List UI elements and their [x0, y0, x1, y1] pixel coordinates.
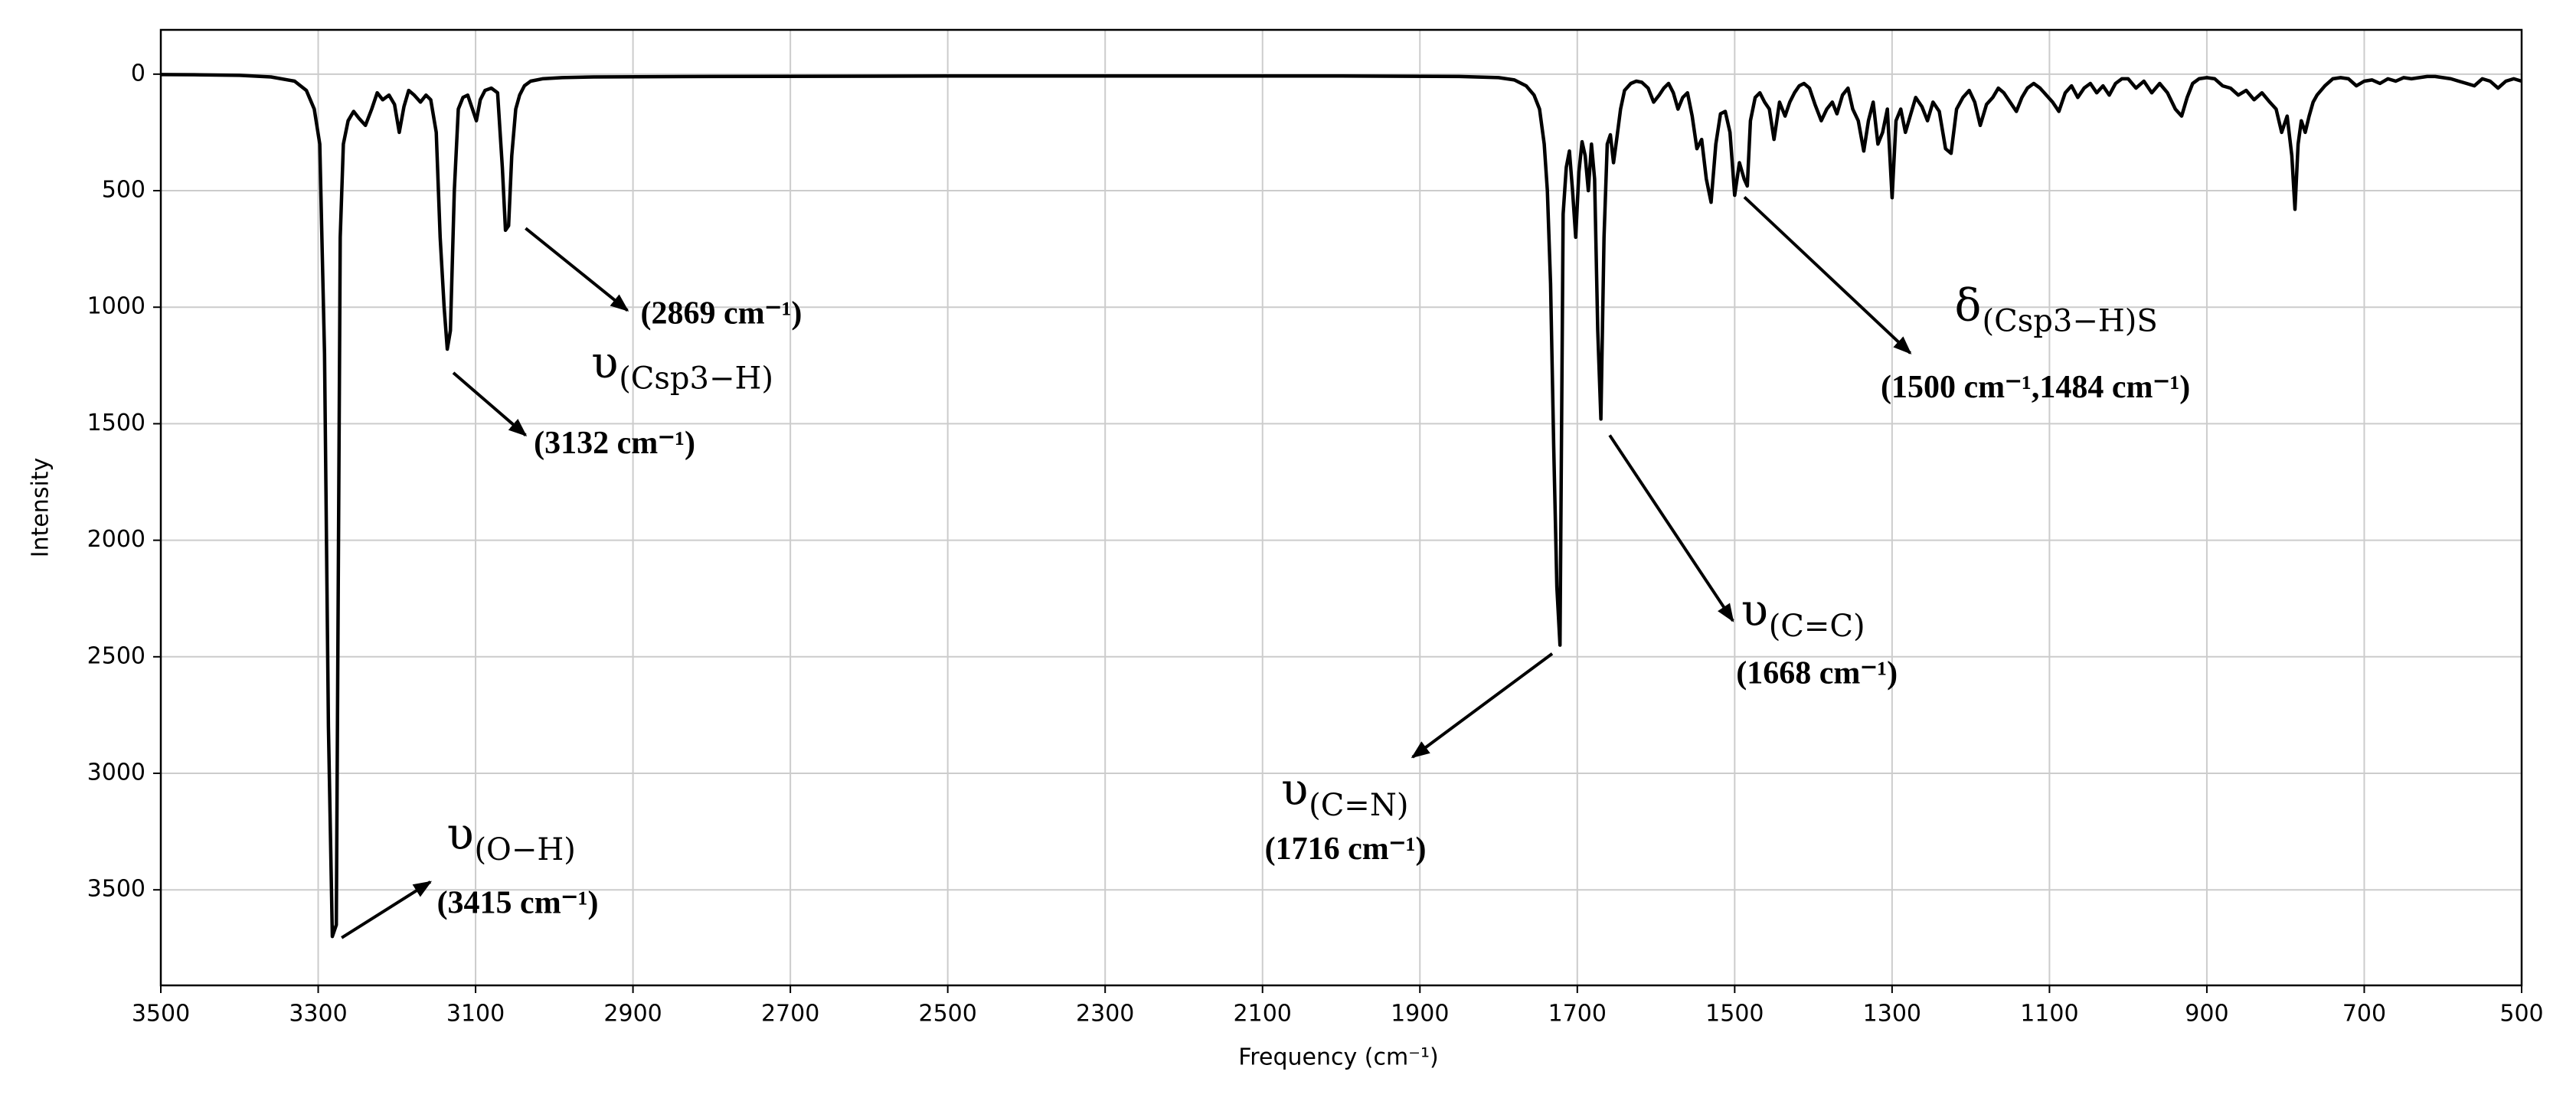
x-tick-label: 1300: [1863, 1001, 1921, 1027]
annotation-symbol: υ: [446, 808, 473, 860]
y-tick-label: 1500: [87, 410, 145, 436]
annotation-label: (2869 cm⁻¹): [641, 296, 803, 332]
annotation-label: (1716 cm⁻¹): [1265, 831, 1427, 867]
annotation-arrow: [525, 227, 629, 312]
annotation-label: (3132 cm⁻¹): [534, 426, 695, 461]
y-tick-label: 1000: [87, 293, 145, 320]
x-tick-label: 1100: [2020, 1001, 2078, 1027]
x-tick-label: 700: [2342, 1001, 2386, 1027]
x-tick-label: 2700: [761, 1001, 819, 1027]
spectrum-line: [160, 73, 2522, 939]
y-tick-label: 2500: [87, 642, 145, 669]
y-tick-label: 2000: [87, 526, 145, 553]
y-tick-label: 500: [102, 177, 145, 204]
x-axis-label: Frequency (cm⁻¹): [1238, 1044, 1439, 1071]
x-tick-label: 3300: [289, 1001, 347, 1027]
annotation-symbol: υ: [1741, 584, 1768, 636]
annotation-subscript: (O−H): [474, 832, 575, 867]
x-tick-label: 1900: [1391, 1001, 1449, 1027]
annotation-label: (1668 cm⁻¹): [1736, 655, 1898, 691]
annotation-symbol: υ: [591, 336, 618, 388]
annotation-subscript: (Csp3−H): [619, 361, 773, 396]
annotation-arrow: [1743, 195, 1912, 354]
y-axis-label: Intensity: [28, 458, 54, 558]
y-tick-label: 0: [131, 60, 145, 87]
x-tick-label: 500: [2499, 1001, 2543, 1027]
annotation-label: (1500 cm⁻¹,1484 cm⁻¹): [1881, 370, 2190, 405]
x-tick-label: 2500: [918, 1001, 976, 1027]
y-tick-label: 3000: [87, 760, 145, 786]
annotation-arrow: [1608, 434, 1734, 622]
annotation-label: (3415 cm⁻¹): [437, 886, 599, 921]
annotation-arrow: [341, 880, 433, 939]
x-tick-label: 2900: [603, 1001, 662, 1027]
x-tick-label: 3100: [446, 1001, 505, 1027]
annotation-subscript: (Csp3−H)S: [1983, 303, 2158, 338]
annotation-subscript: (C=C): [1769, 609, 1865, 644]
x-tick-label: 900: [2185, 1001, 2228, 1027]
annotation-symbol: υ: [1281, 763, 1308, 815]
annotation-subscript: (C=N): [1309, 788, 1408, 823]
y-tick-label: 3500: [87, 876, 145, 903]
plot-frame: [159, 28, 2523, 987]
annotation-arrow: [1411, 652, 1554, 759]
annotation-symbol: δ: [1955, 279, 1982, 331]
x-tick-label: 2100: [1234, 1001, 1292, 1027]
x-tick-label: 1700: [1548, 1001, 1607, 1027]
annotation-arrow: [452, 371, 528, 436]
x-tick-label: 2300: [1076, 1001, 1134, 1027]
x-tick-label: 3500: [132, 1001, 190, 1027]
x-tick-label: 1500: [1705, 1001, 1764, 1027]
